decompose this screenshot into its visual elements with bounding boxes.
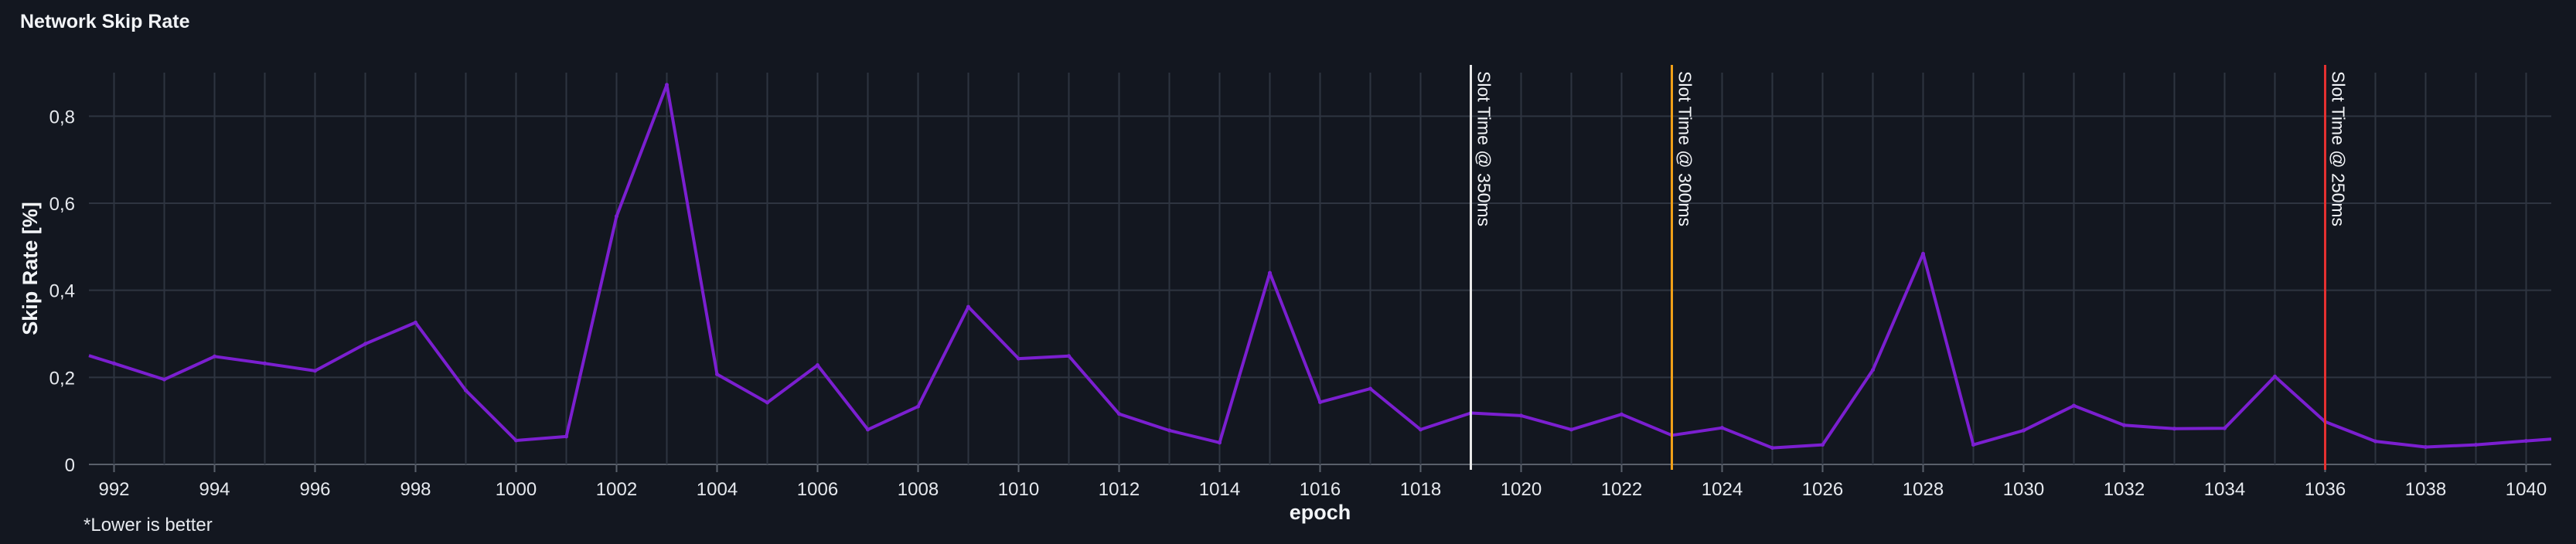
data-point xyxy=(1067,354,1071,359)
data-point xyxy=(765,400,769,405)
data-point xyxy=(1821,443,1825,447)
x-axis-title: epoch xyxy=(1290,501,1351,524)
x-tick-label: 1012 xyxy=(1099,479,1140,500)
x-tick-label: 994 xyxy=(199,479,230,500)
data-point xyxy=(715,372,719,376)
x-tick-label: 1024 xyxy=(1702,479,1743,500)
data-point xyxy=(966,304,970,309)
footnote: *Lower is better xyxy=(83,515,213,536)
data-point xyxy=(1569,427,1573,432)
x-tick-label: 1028 xyxy=(1903,479,1944,500)
annotation-label: Slot Time @ 250ms xyxy=(2329,71,2349,226)
x-tick-label: 1018 xyxy=(1400,479,1441,500)
x-tick-label: 1032 xyxy=(2104,479,2145,500)
data-point xyxy=(665,83,669,87)
data-point xyxy=(1117,412,1121,416)
data-point xyxy=(916,404,920,409)
data-point xyxy=(2122,423,2126,427)
data-point xyxy=(816,363,819,368)
data-point xyxy=(1017,356,1021,361)
x-tick-label: 1040 xyxy=(2506,479,2547,500)
data-point xyxy=(2424,444,2428,449)
y-axis-title: Skip Rate [%] xyxy=(19,202,42,335)
data-point xyxy=(1720,426,1724,430)
data-point xyxy=(2022,428,2026,433)
y-tick-label: 0 xyxy=(65,455,75,476)
data-point xyxy=(514,438,518,443)
data-point xyxy=(2373,439,2377,444)
data-point xyxy=(866,427,870,432)
data-point xyxy=(1368,386,1372,391)
x-tick-label: 1002 xyxy=(596,479,637,500)
x-tick-label: 1016 xyxy=(1300,479,1341,500)
data-point xyxy=(213,354,216,359)
x-tick-label: 1014 xyxy=(1199,479,1240,500)
x-tick-label: 998 xyxy=(400,479,431,500)
data-point xyxy=(2524,439,2528,444)
x-tick-label: 1020 xyxy=(1501,479,1542,500)
x-tick-label: 1000 xyxy=(496,479,537,500)
data-point xyxy=(1167,428,1171,433)
x-tick-label: 1006 xyxy=(797,479,838,500)
data-point xyxy=(313,369,317,373)
data-point xyxy=(464,388,468,393)
annotation-label: Slot Time @ 300ms xyxy=(1675,71,1695,226)
data-point xyxy=(2072,403,2076,408)
data-point xyxy=(1519,413,1523,418)
annotation-label: Slot Time @ 350ms xyxy=(1474,71,1494,226)
x-tick-label: 992 xyxy=(98,479,129,500)
data-point xyxy=(2223,426,2227,430)
data-point xyxy=(1620,412,1624,416)
data-point xyxy=(1268,270,1272,275)
data-point xyxy=(363,342,367,346)
data-point xyxy=(1419,427,1423,432)
y-tick-label: 0,4 xyxy=(49,281,75,302)
data-point xyxy=(615,214,618,219)
data-point xyxy=(1971,443,1975,447)
x-tick-label: 1022 xyxy=(1601,479,1642,500)
data-point xyxy=(564,434,568,439)
data-point xyxy=(1871,368,1875,372)
data-point xyxy=(112,361,116,366)
x-tick-label: 1026 xyxy=(1802,479,1843,500)
x-tick-label: 1004 xyxy=(697,479,738,500)
data-point xyxy=(2273,374,2277,379)
y-tick-label: 0,8 xyxy=(49,107,75,128)
data-point xyxy=(2474,443,2478,447)
data-point xyxy=(2172,427,2176,431)
x-tick-label: 1038 xyxy=(2405,479,2446,500)
data-point xyxy=(1770,446,1774,450)
x-tick-label: 1036 xyxy=(2305,479,2346,500)
x-tick-label: 1034 xyxy=(2204,479,2245,500)
data-point xyxy=(1218,440,1222,445)
data-point xyxy=(263,361,267,366)
x-tick-label: 1030 xyxy=(2003,479,2044,500)
data-point xyxy=(414,320,417,325)
x-tick-label: 1008 xyxy=(898,479,939,500)
data-point xyxy=(1318,400,1322,404)
panel-title: Network Skip Rate xyxy=(20,11,190,32)
y-tick-label: 0,6 xyxy=(49,194,75,215)
data-point xyxy=(162,377,166,382)
data-point xyxy=(1921,251,1925,256)
x-tick-label: 996 xyxy=(299,479,330,500)
y-tick-label: 0,2 xyxy=(49,368,75,389)
x-tick-label: 1010 xyxy=(998,479,1039,500)
